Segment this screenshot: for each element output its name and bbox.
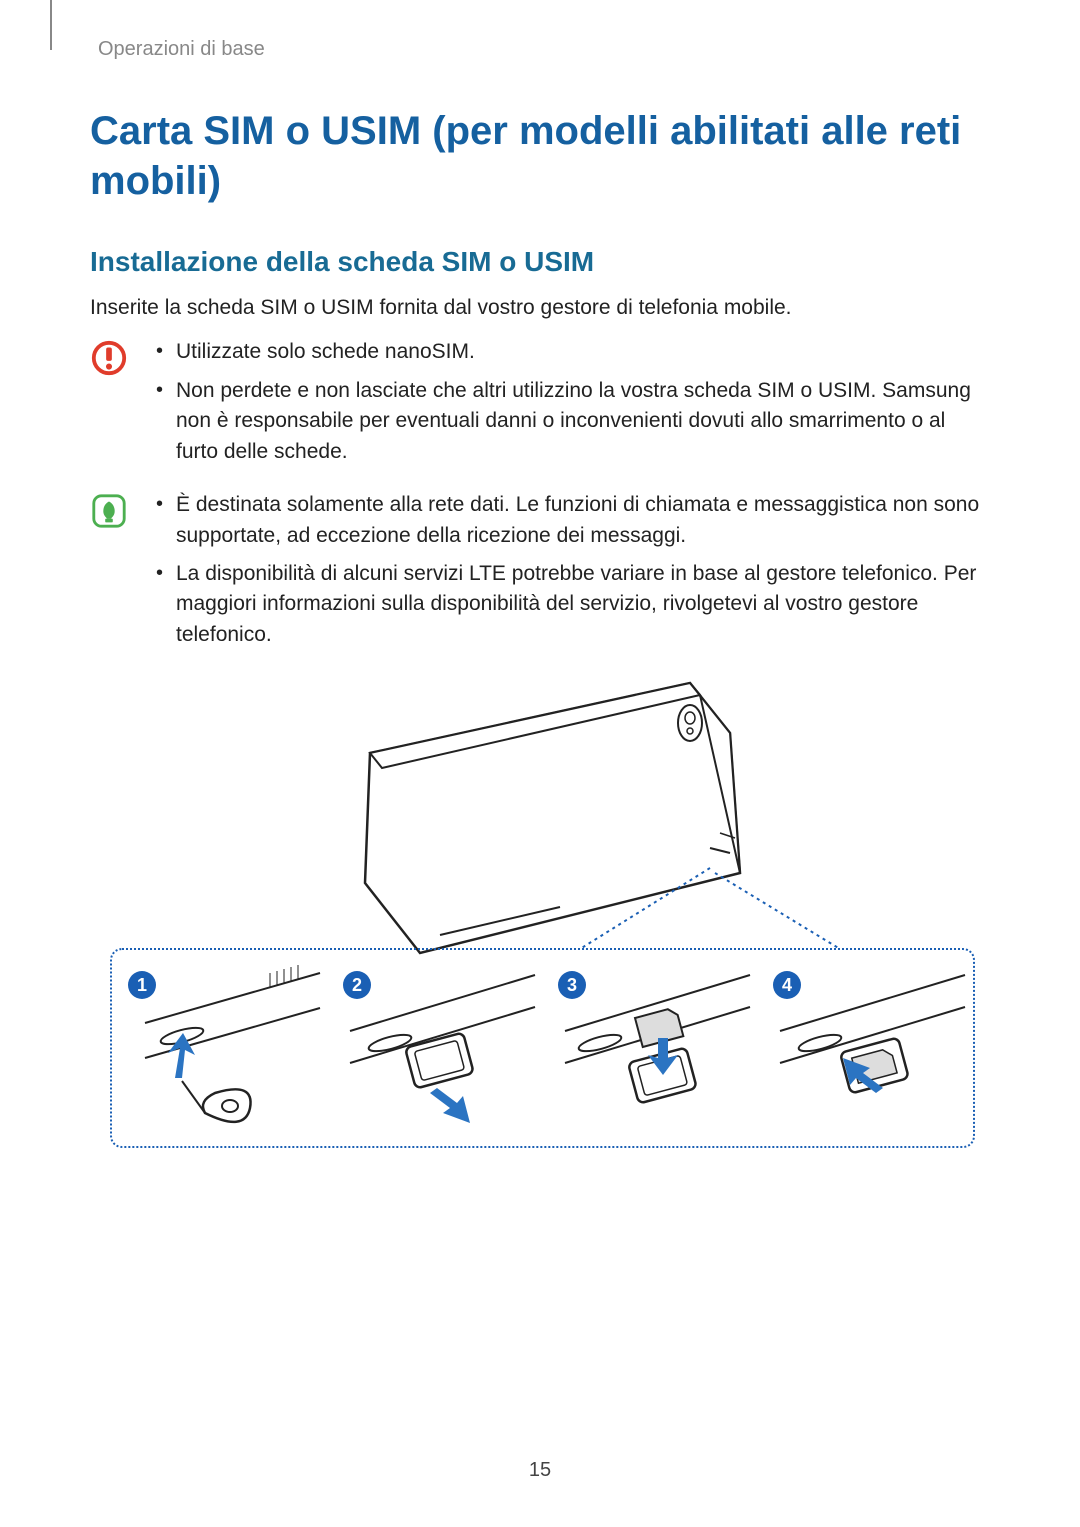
note-block: È destinata solamente alla rete dati. Le… xyxy=(90,490,990,658)
section-subtitle: Installazione della scheda SIM o USIM xyxy=(90,246,990,278)
note-item: È destinata solamente alla rete dati. Le… xyxy=(156,490,990,551)
installation-diagram: 1 xyxy=(90,673,990,1163)
page-title: Carta SIM o USIM (per modelli abilitati … xyxy=(90,106,990,206)
caution-item: Utilizzate solo schede nanoSIM. xyxy=(156,337,990,367)
step-1: 1 xyxy=(120,963,330,1133)
intro-text: Inserite la scheda SIM o USIM fornita da… xyxy=(90,293,990,322)
step-3: 3 xyxy=(550,963,760,1133)
page-number: 15 xyxy=(0,1459,1080,1482)
caution-block: Utilizzate solo schede nanoSIM. Non perde… xyxy=(90,337,990,475)
note-item: La disponibilità di alcuni servizi LTE p… xyxy=(156,559,990,650)
note-icon xyxy=(90,492,128,530)
caution-icon xyxy=(90,339,128,377)
step-2: 2 xyxy=(335,963,545,1133)
tablet-illustration xyxy=(310,673,790,973)
caution-item: Non perdete e non lasciate che altri uti… xyxy=(156,376,990,467)
breadcrumb: Operazioni di base xyxy=(98,38,990,61)
step-4: 4 xyxy=(765,963,975,1133)
